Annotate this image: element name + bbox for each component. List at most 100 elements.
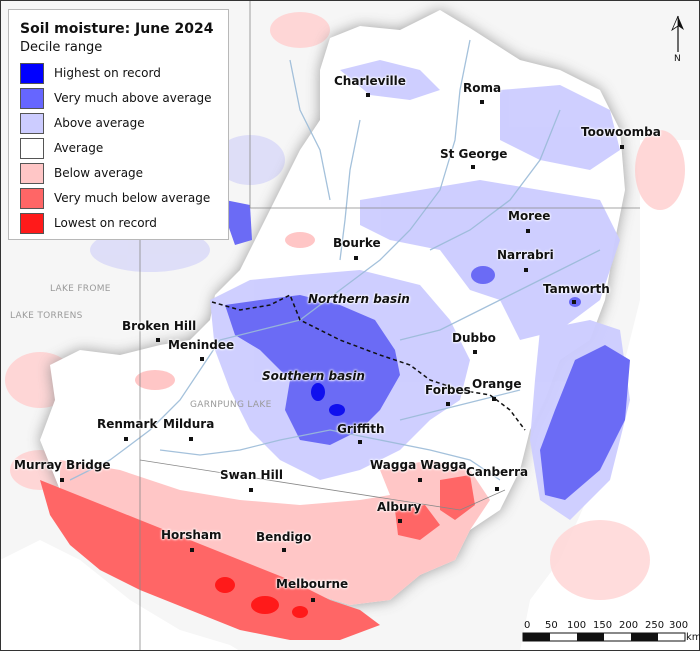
scale-tick-label: 250 (645, 620, 665, 631)
town-label-wagga-wagga: Wagga Wagga (370, 458, 467, 472)
legend-swatch (20, 113, 44, 134)
legend-swatch (20, 163, 44, 184)
town-dot (60, 478, 64, 482)
legend-item-very-much-above: Very much above average (20, 88, 225, 110)
town-label-swan-hill: Swan Hill (220, 468, 283, 482)
legend-label: Lowest on record (54, 216, 157, 230)
town-dot (446, 402, 450, 406)
town-dot (200, 357, 204, 361)
very-much-below-zones (40, 475, 475, 640)
town-label-menindee: Menindee (168, 338, 235, 352)
town-dot (473, 350, 477, 354)
town-dot (249, 488, 253, 492)
lake-label-garnpung: GARNPUNG LAKE (190, 400, 272, 410)
town-label-st-george: St George (440, 147, 508, 161)
legend-swatch (20, 63, 44, 84)
town-dot (124, 437, 128, 441)
town-dot (398, 519, 402, 523)
legend-item-average: Average (20, 138, 225, 160)
north-arrow: N (667, 14, 689, 68)
town-label-murray-bridge: Murray Bridge (14, 458, 111, 472)
scale-tick-label: 150 (593, 620, 613, 631)
town-dot (480, 100, 484, 104)
town-dot (620, 145, 624, 149)
town-dot (418, 478, 422, 482)
town-label-roma: Roma (463, 81, 502, 95)
ocean-east (520, 140, 700, 651)
map-title: Soil moisture: June 2024 (20, 21, 214, 37)
scale-tick-label: 100 (567, 620, 587, 631)
town-label-charleville: Charleville (334, 74, 406, 88)
southern-basin-label: Southern basin (262, 369, 365, 383)
town-dot (189, 437, 193, 441)
town-dot (524, 268, 528, 272)
town-dot (311, 598, 315, 602)
town-dot (366, 93, 370, 97)
town-label-melbourne: Melbourne (276, 577, 349, 591)
town-dot (471, 165, 475, 169)
legend-label: Very much above average (54, 91, 212, 105)
legend-swatch (20, 138, 44, 159)
state-borders (139, 0, 640, 651)
lake-label-torrens: LAKE TORRENS (10, 311, 83, 321)
scale-tick-label: 300 (669, 620, 689, 631)
town-label-forbes: Forbes (425, 383, 471, 397)
lowest-record-zones (215, 577, 308, 618)
legend-item-above: Above average (20, 113, 225, 135)
scale-tick-label: 200 (619, 620, 639, 631)
scale-bar (522, 632, 686, 642)
town-label-canberra: Canberra (466, 465, 529, 479)
town-dot (156, 338, 160, 342)
town-label-moree: Moree (508, 209, 551, 223)
northern-basin-label: Northern basin (308, 292, 410, 306)
legend-label: Highest on record (54, 66, 161, 80)
town-label-mildura: Mildura (163, 417, 215, 431)
town-dot (492, 397, 496, 401)
town-label-broken-hill: Broken Hill (122, 319, 197, 333)
town-label-bourke: Bourke (333, 236, 381, 250)
basin-divide-line (211, 293, 526, 431)
lake-label-frome: LAKE FROME (50, 284, 111, 294)
ocean-south (0, 540, 240, 651)
town-label-renmark: Renmark (97, 417, 158, 431)
legend-swatch (20, 188, 44, 209)
town-dot (572, 300, 576, 304)
town-dot (190, 548, 194, 552)
town-dot (354, 256, 358, 260)
town-label-dubbo: Dubbo (452, 331, 496, 345)
legend-swatch (20, 213, 44, 234)
legend-subtitle: Decile range (20, 40, 103, 55)
legend-item-below: Below average (20, 163, 225, 185)
legend-label: Very much below average (54, 191, 211, 205)
town-label-narrabri: Narrabri (497, 248, 554, 262)
scale-unit-label: km (686, 632, 700, 643)
town-label-tamworth: Tamworth (543, 282, 610, 296)
legend-label: Below average (54, 166, 144, 180)
legend-swatch (20, 88, 44, 109)
river-network (69, 39, 601, 481)
town-label-bendigo: Bendigo (256, 530, 312, 544)
legend-item-very-much-below: Very much below average (20, 188, 225, 210)
very-much-above-zones (225, 200, 630, 500)
scale-tick-label: 0 (524, 620, 531, 631)
north-arrow-letter: N (674, 54, 681, 64)
town-dot (526, 229, 530, 233)
legend-item-highest: Highest on record (20, 63, 225, 85)
map-legend: Soil moisture: June 2024 Decile range Hi… (8, 9, 229, 240)
town-label-griffith: Griffith (337, 422, 385, 436)
north-arrow-icon (671, 15, 684, 52)
town-dot (282, 548, 286, 552)
town-label-toowoomba: Toowoomba (581, 125, 661, 139)
legend-item-lowest: Lowest on record (20, 213, 225, 235)
town-label-albury: Albury (377, 500, 422, 514)
legend-label: Above average (54, 116, 145, 130)
legend-label: Average (54, 141, 104, 155)
below-average-zones (60, 232, 490, 605)
highest-record-zones (311, 383, 345, 416)
town-dot (495, 487, 499, 491)
town-dot (358, 440, 362, 444)
scale-tick-label: 50 (545, 620, 558, 631)
town-label-orange: Orange (472, 377, 522, 391)
